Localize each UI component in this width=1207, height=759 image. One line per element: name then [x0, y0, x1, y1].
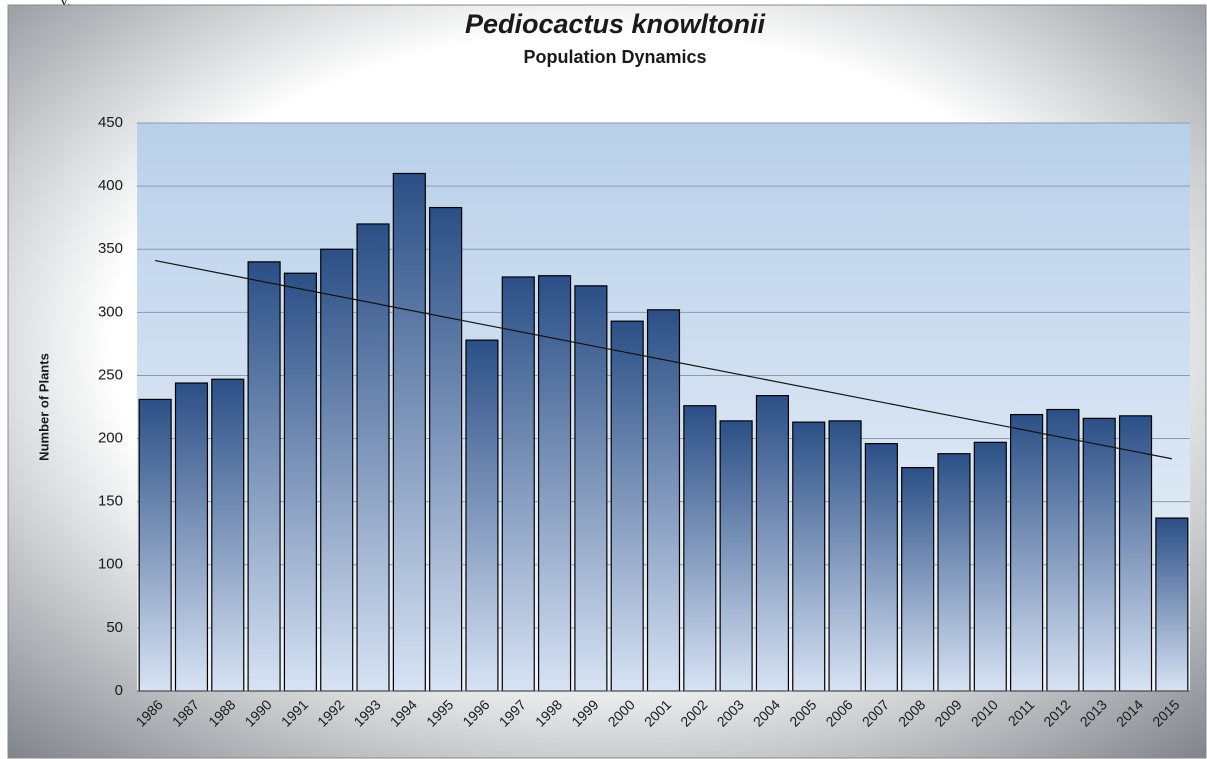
y-tick-label: 400: [98, 177, 123, 194]
bar: [1046, 408, 1080, 692]
y-axis-label: Number of Plants: [36, 353, 51, 461]
bar: [574, 285, 608, 692]
bar: [429, 206, 463, 692]
trendline: [155, 259, 1172, 460]
bar: [610, 320, 644, 692]
bar: [864, 443, 898, 692]
bar: [1118, 415, 1153, 692]
bar: [973, 441, 1007, 692]
bar: [937, 453, 971, 692]
chart-subtitle: Population Dynamics: [523, 47, 706, 67]
bar: [1010, 413, 1044, 692]
bar: [901, 466, 935, 692]
y-tick-label: 100: [98, 556, 123, 573]
bar: [792, 421, 826, 692]
bar: [537, 275, 572, 692]
bar: [138, 398, 172, 692]
y-tick-label: 150: [98, 493, 123, 510]
bar: [283, 272, 317, 692]
y-tick-label: 350: [98, 240, 123, 257]
bar: [465, 339, 499, 692]
y-tick-label: 250: [98, 366, 123, 383]
bar: [828, 420, 862, 692]
bar: [683, 405, 717, 692]
bar: [1082, 417, 1116, 692]
y-tick-label: 0: [115, 682, 123, 699]
bar: [247, 261, 281, 692]
bar: [211, 378, 245, 692]
y-tick-label: 300: [98, 303, 123, 320]
bar: [356, 223, 390, 692]
chart-title: Pediocactus knowltonii: [465, 9, 766, 39]
bar: [719, 420, 753, 692]
bar: [501, 276, 535, 692]
bar: [1155, 517, 1189, 692]
bar: [755, 395, 790, 692]
y-tick-label: 200: [98, 430, 123, 447]
bar: [320, 248, 354, 692]
bar: [392, 172, 426, 692]
bar: [646, 309, 681, 692]
y-tick-label: 450: [98, 114, 123, 131]
bar: [174, 382, 209, 692]
y-tick-label: 50: [106, 619, 123, 636]
